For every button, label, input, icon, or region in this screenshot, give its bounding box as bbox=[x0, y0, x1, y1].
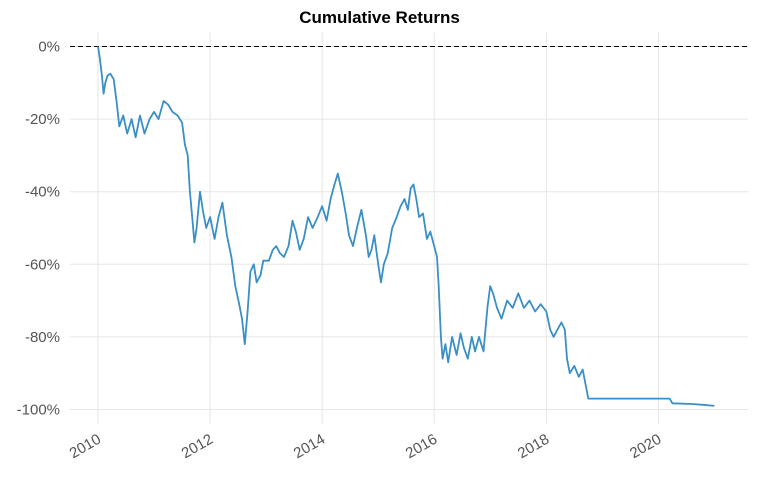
x-tick-label: 2020 bbox=[627, 431, 664, 462]
x-tick-label: 2016 bbox=[403, 431, 440, 462]
y-tick-label: 0% bbox=[38, 39, 60, 56]
y-tick-label: -100% bbox=[17, 401, 60, 418]
x-tick-label: 2014 bbox=[291, 431, 328, 462]
y-tick-label: -60% bbox=[25, 256, 60, 273]
y-tick-label: -20% bbox=[25, 111, 60, 128]
y-tick-label: -40% bbox=[25, 184, 60, 201]
y-tick-label: -80% bbox=[25, 329, 60, 346]
cumulative-returns-line bbox=[97, 46, 715, 407]
x-tick-label: 2012 bbox=[179, 431, 216, 462]
x-tick-label: 2018 bbox=[515, 431, 552, 462]
chart-title: Cumulative Returns bbox=[299, 8, 460, 27]
x-tick-label: 2010 bbox=[67, 431, 104, 462]
